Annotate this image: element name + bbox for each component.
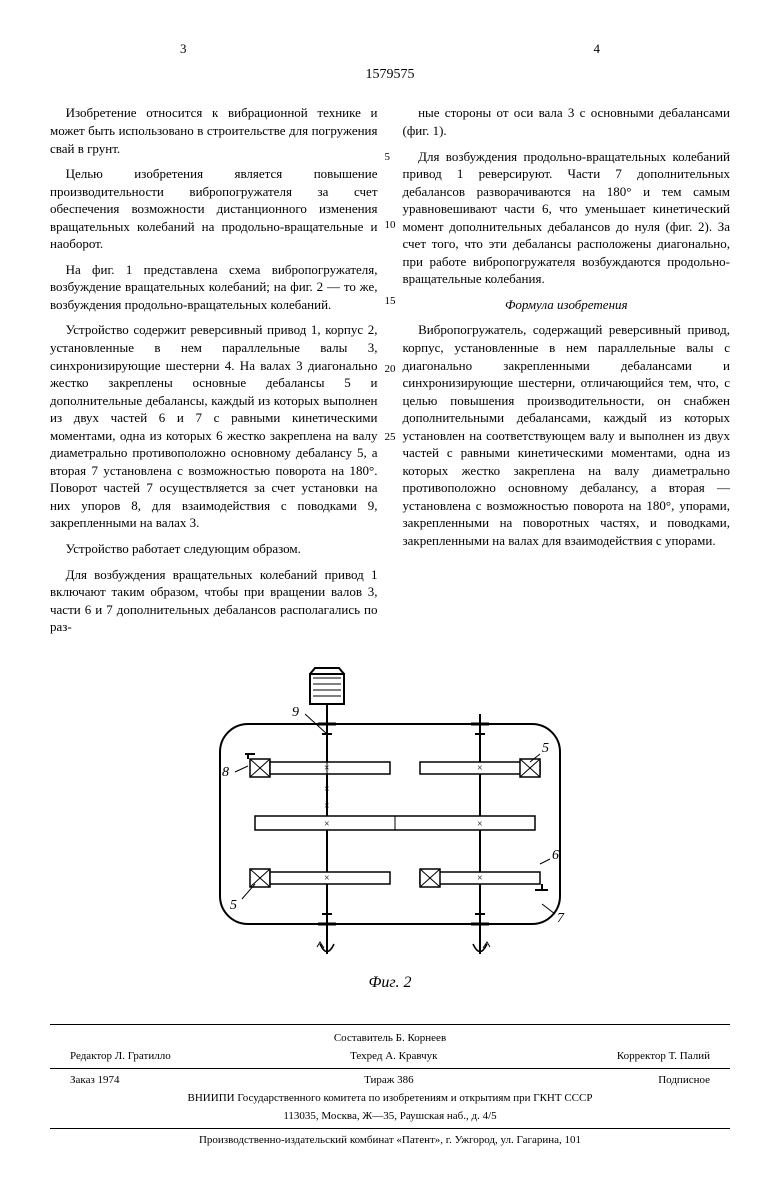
para: Устройство работает следующим образом.	[50, 540, 378, 558]
line-num: 5	[385, 150, 391, 165]
patent-number: 1579575	[50, 66, 730, 85]
footer: Составитель Б. Корнеев Редактор Л. Грати…	[50, 1024, 730, 1148]
label-5b: 5	[230, 898, 237, 913]
figure-label: Фиг. 2	[50, 972, 730, 994]
x-mark: ×	[324, 784, 330, 795]
label-7: 7	[557, 911, 565, 926]
bar	[270, 762, 390, 774]
tech: Техред А. Кравчук	[350, 1049, 437, 1064]
line-num: 10	[385, 218, 396, 233]
x-mark: ×	[324, 801, 330, 812]
x-mark: ×	[477, 763, 483, 774]
label-9: 9	[292, 705, 299, 720]
formula-title: Формула изобретения	[403, 296, 731, 314]
line-num: 20	[385, 362, 396, 377]
para: На фиг. 1 представлена схема вибропогруж…	[50, 261, 378, 314]
para: Для возбуждения продольно-вращательных к…	[403, 148, 731, 288]
leader-7	[542, 904, 555, 914]
label-5a: 5	[542, 741, 549, 756]
editor: Редактор Л. Гратилло	[70, 1049, 171, 1064]
press: Производственно-издательский комбинат «П…	[50, 1133, 730, 1148]
x-mark: ×	[477, 873, 483, 884]
para: Устройство содержит реверсивный привод 1…	[50, 321, 378, 532]
corrector: Корректор Т. Палий	[617, 1049, 710, 1064]
page-num-right: 4	[594, 40, 601, 58]
addr: 113035, Москва, Ж—35, Раушская наб., д. …	[50, 1109, 730, 1124]
para: Целью изобретения является повышение про…	[50, 165, 378, 253]
figure-2: 9 × 8 × 5 × × × × ×	[50, 664, 730, 994]
leader-8	[235, 766, 248, 772]
para: Изобретение относится к вибрационной тех…	[50, 104, 378, 157]
line-num: 15	[385, 294, 396, 309]
leader-5b	[242, 884, 255, 899]
order: Заказ 1974	[70, 1073, 120, 1088]
leader-6	[540, 859, 550, 864]
org: ВНИИПИ Государственного комитета по изоб…	[50, 1091, 730, 1106]
tirazh: Тираж 386	[364, 1073, 414, 1088]
para: Для возбуждения вращательных колебаний п…	[50, 566, 378, 636]
compiler: Составитель Б. Корнеев	[50, 1031, 730, 1046]
diagram-svg: 9 × 8 × 5 × × × × ×	[180, 664, 600, 964]
line-num: 25	[385, 430, 396, 445]
x-mark: ×	[477, 819, 483, 830]
para: ные стороны от оси вала 3 с основными де…	[403, 104, 731, 139]
page-num-left: 3	[180, 40, 187, 58]
label-6: 6	[552, 848, 559, 863]
right-column: 5 10 15 20 25 ные стороны от оси вала 3 …	[403, 104, 731, 643]
left-column: Изобретение относится к вибрационной тех…	[50, 104, 378, 643]
label-8: 8	[222, 765, 229, 780]
bar	[270, 872, 390, 884]
x-mark: ×	[324, 763, 330, 774]
x-mark: ×	[324, 873, 330, 884]
x-mark: ×	[324, 819, 330, 830]
text-columns: Изобретение относится к вибрационной тех…	[50, 104, 730, 643]
subscription: Подписное	[658, 1073, 710, 1088]
para: Вибропогружатель, содержащий реверсивный…	[403, 321, 731, 549]
